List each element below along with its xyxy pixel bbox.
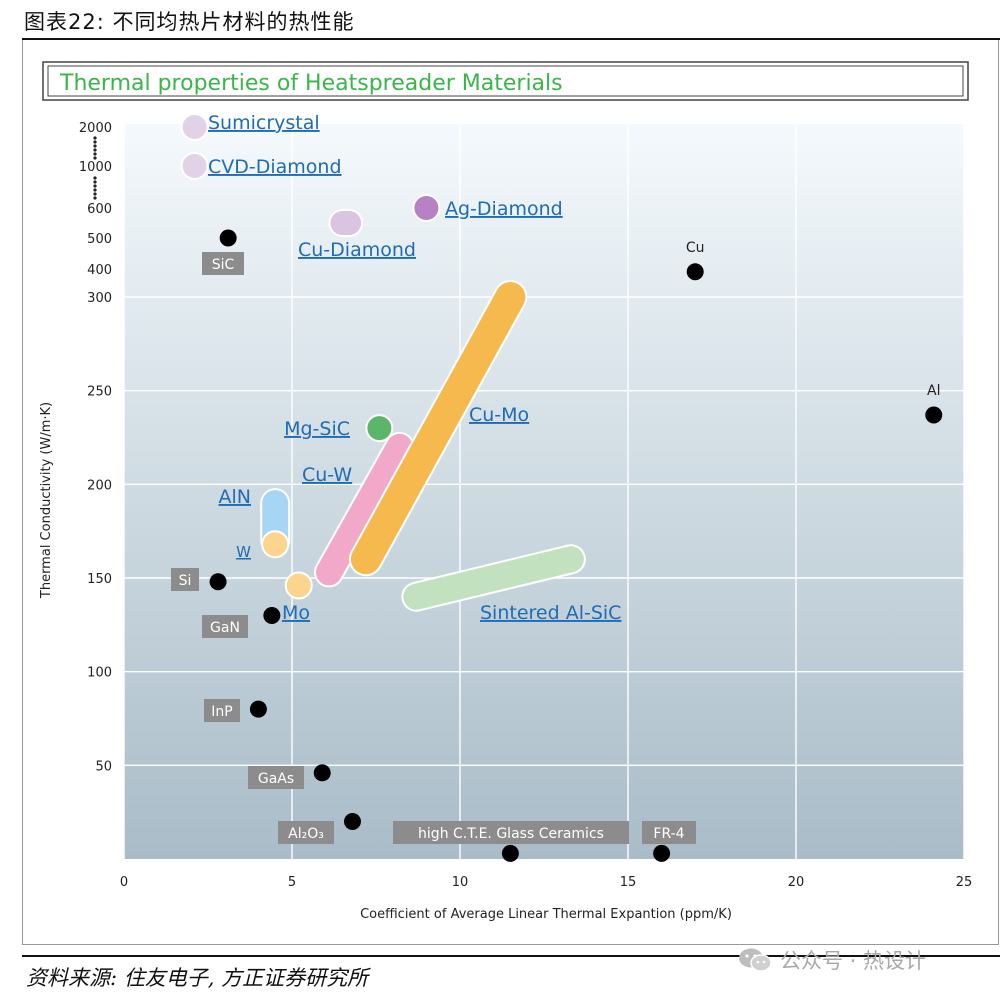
y-tick-label: 100 — [87, 666, 112, 681]
point-label-box — [393, 821, 629, 844]
bottom-rule — [22, 955, 1000, 957]
y-tick-label: 50 — [95, 759, 112, 774]
y-break-dot — [93, 136, 97, 140]
point-label-box — [202, 615, 248, 638]
point-label-box — [278, 821, 334, 844]
top-rule — [22, 38, 1000, 40]
region-label: Mg-SiC — [284, 418, 350, 440]
region-label: Ag-Diamond — [445, 198, 563, 220]
y-tick-label: 400 — [87, 263, 112, 278]
watermark-text: 公众号 · 热设计 — [780, 949, 927, 973]
data-point — [313, 764, 331, 782]
region-label: Mo — [282, 602, 310, 624]
y-break-dot — [93, 192, 97, 196]
region-mg-sic — [365, 414, 394, 443]
y-break-dot — [93, 184, 97, 188]
source-note: 资料来源: 住友电子, 方正证券研究所 — [26, 966, 369, 990]
data-point — [343, 813, 361, 831]
region-label: Cu-Diamond — [298, 239, 416, 261]
x-tick-label: 0 — [120, 875, 128, 890]
y-tick-label: 500 — [87, 232, 112, 247]
point-label-box — [248, 766, 304, 789]
y-break-dot — [93, 176, 97, 180]
x-tick-label: 5 — [288, 875, 296, 890]
y-tick-label: 600 — [87, 202, 112, 217]
region-cu-w — [315, 433, 413, 586]
y-break-dot — [93, 152, 97, 156]
region-ag-diamond — [412, 194, 441, 222]
y-break-dot — [93, 156, 97, 160]
region-label: Sintered Al-SiC — [480, 602, 621, 624]
region-cvd-diamond — [180, 152, 209, 180]
region-label: W — [236, 543, 251, 561]
watermark: 公众号 · 热设计 — [738, 945, 926, 975]
data-point — [925, 406, 943, 424]
x-tick-label: 15 — [620, 875, 637, 890]
chart-title-box-inner — [47, 65, 964, 97]
y-break-dot — [93, 180, 97, 184]
material-regions: Sumicrystal CVD-Diamond Ag-Diamond Cu-Diamo… — [180, 112, 621, 624]
data-point — [219, 229, 237, 247]
y-break-dot — [93, 144, 97, 148]
y-tick-labels: 50 100 150 200 250 300 400 500 600 1000 2000 — [79, 121, 112, 774]
y-tick-label: 200 — [87, 478, 112, 493]
y-break-dot — [93, 148, 97, 152]
data-point — [249, 700, 267, 718]
region-label: CVD-Diamond — [208, 156, 342, 178]
point-label: Al — [927, 383, 940, 399]
data-point — [263, 606, 281, 624]
point-label: Al₂O₃ — [288, 826, 324, 842]
y-break-dot — [93, 188, 97, 192]
region-label: Sumicrystal — [208, 112, 320, 134]
point-label: Cu — [686, 240, 705, 256]
y-tick-label: 150 — [87, 572, 112, 587]
x-tick-label: 20 — [788, 875, 805, 890]
data-point — [209, 573, 227, 591]
point-label: InP — [211, 704, 232, 720]
point-label: high C.T.E. Glass Ceramics — [418, 826, 604, 842]
region-sumicrystal — [180, 113, 209, 141]
y-break-dot — [93, 140, 97, 144]
point-label-box — [171, 568, 199, 591]
point-label: FR-4 — [653, 826, 684, 842]
region-cu-mo — [350, 282, 526, 575]
data-point — [501, 844, 519, 862]
point-label: Si — [179, 573, 192, 589]
point-label-box — [202, 252, 244, 275]
region-w — [261, 530, 290, 559]
region-sintered-al-sic — [403, 546, 584, 610]
y-break-dot — [93, 196, 97, 200]
region-mo — [284, 571, 313, 600]
y-tick-label: 2000 — [79, 121, 112, 136]
x-tick-labels: 0 5 10 15 20 25 — [120, 875, 972, 890]
figure-caption: 图表22: 不同均热片材料的热性能 — [24, 10, 355, 34]
x-tick-label: 10 — [452, 875, 469, 890]
wechat-icon — [738, 947, 772, 973]
material-points: SiC Cu Al Si GaN InP GaAs Al₂O₃ high C.T.E. Glas… — [171, 229, 943, 862]
x-tick-label: 25 — [956, 875, 973, 890]
point-label-box — [642, 821, 696, 844]
plot-area — [124, 124, 964, 859]
y-tick-label: 1000 — [79, 160, 112, 175]
chart-title: Thermal properties of Heatspreader Mater… — [59, 71, 563, 96]
region-label: Cu-W — [302, 464, 352, 486]
y-tick-label: 250 — [87, 385, 112, 400]
point-label: GaN — [210, 620, 240, 636]
y-axis-title: Thermal Conductivity (W/m·K) — [39, 402, 54, 599]
region-label: Cu-Mo — [469, 404, 529, 426]
data-point — [686, 263, 704, 281]
point-label: SiC — [212, 257, 235, 273]
figure-frame — [22, 40, 999, 945]
y-tick-label: 300 — [87, 291, 112, 306]
data-point — [653, 844, 671, 862]
y-axis-break-dots — [93, 136, 97, 200]
x-axis-title: Coefficient of Average Linear Thermal Ex… — [360, 907, 732, 922]
point-label: GaAs — [258, 771, 294, 787]
point-label-box — [204, 699, 240, 722]
region-label: AlN — [219, 486, 252, 508]
